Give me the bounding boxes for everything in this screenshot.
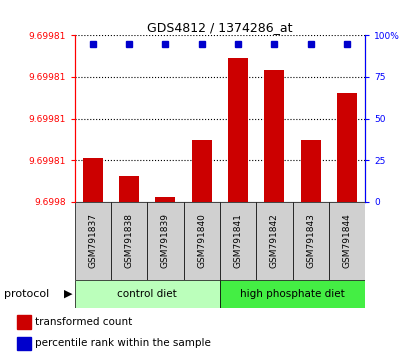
Text: control diet: control diet bbox=[117, 289, 177, 299]
Text: ▶: ▶ bbox=[64, 289, 73, 299]
Bar bbox=[220, 280, 365, 308]
Bar bbox=[220, 202, 256, 280]
Bar bbox=[75, 280, 220, 308]
Text: GSM791837: GSM791837 bbox=[88, 213, 98, 268]
Text: GSM791842: GSM791842 bbox=[270, 213, 279, 268]
Text: high phosphate diet: high phosphate diet bbox=[240, 289, 345, 299]
Bar bbox=[17, 337, 31, 350]
Bar bbox=[329, 202, 365, 280]
Text: GSM791843: GSM791843 bbox=[306, 213, 315, 268]
Bar bbox=[256, 202, 293, 280]
Bar bbox=[156, 198, 176, 202]
Text: GSM791844: GSM791844 bbox=[342, 213, 352, 268]
Bar bbox=[17, 315, 31, 329]
Bar bbox=[264, 70, 284, 202]
Bar bbox=[83, 158, 103, 202]
Title: GDS4812 / 1374286_at: GDS4812 / 1374286_at bbox=[147, 21, 293, 34]
Bar bbox=[184, 202, 220, 280]
Text: GSM791840: GSM791840 bbox=[197, 213, 206, 268]
Bar bbox=[293, 202, 329, 280]
Text: transformed count: transformed count bbox=[35, 317, 132, 327]
Text: GSM791839: GSM791839 bbox=[161, 213, 170, 268]
Text: protocol: protocol bbox=[4, 289, 49, 299]
Bar bbox=[119, 176, 139, 202]
Text: percentile rank within the sample: percentile rank within the sample bbox=[35, 338, 211, 348]
Text: GSM791841: GSM791841 bbox=[234, 213, 243, 268]
Bar bbox=[192, 141, 212, 202]
Bar bbox=[301, 141, 321, 202]
Bar bbox=[337, 93, 357, 202]
Text: GSM791838: GSM791838 bbox=[124, 213, 134, 268]
Bar bbox=[228, 58, 248, 202]
Bar bbox=[75, 202, 111, 280]
Bar bbox=[111, 202, 147, 280]
Bar bbox=[147, 202, 184, 280]
